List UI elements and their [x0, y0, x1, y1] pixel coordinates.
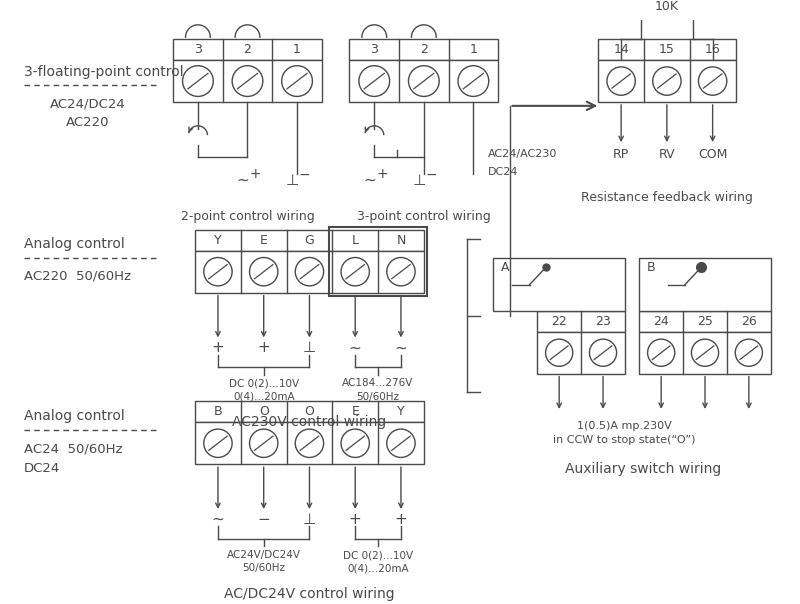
Text: ~: ~ [236, 173, 249, 188]
Text: 3: 3 [370, 43, 378, 56]
Text: E: E [351, 405, 359, 419]
Text: AC24V/DC24V: AC24V/DC24V [226, 550, 301, 560]
Text: Auxiliary switch wiring: Auxiliary switch wiring [565, 462, 721, 476]
Text: −: − [258, 512, 270, 527]
Text: DC24: DC24 [488, 167, 518, 176]
Text: 3: 3 [194, 43, 202, 56]
Text: 22: 22 [551, 315, 567, 328]
Text: 23: 23 [595, 315, 611, 328]
Text: 50/60Hz: 50/60Hz [242, 564, 285, 573]
Text: AC/DC24V control wiring: AC/DC24V control wiring [224, 587, 394, 601]
Text: +: + [258, 341, 270, 355]
Bar [173, 39, 322, 60]
Text: −: − [426, 167, 438, 181]
Bar [538, 311, 625, 332]
Text: E: E [260, 234, 268, 247]
Bar [639, 259, 770, 311]
Text: AC24/DC24: AC24/DC24 [50, 97, 126, 111]
Text: in CCW to stop state(“O”): in CCW to stop state(“O”) [553, 435, 695, 445]
Bar [598, 39, 735, 60]
Bar [350, 39, 498, 60]
Bar [330, 227, 426, 295]
Text: −: − [299, 167, 310, 181]
Bar [641, 0, 693, 17]
Text: +: + [394, 512, 407, 527]
Text: +: + [349, 512, 362, 527]
Bar [195, 251, 424, 293]
Text: N: N [396, 234, 406, 247]
Text: B: B [214, 405, 222, 419]
Text: Y: Y [397, 405, 405, 419]
Text: ⊥: ⊥ [413, 173, 426, 188]
Text: +: + [250, 167, 261, 181]
Text: AC220  50/60Hz: AC220 50/60Hz [23, 269, 130, 282]
Text: 14: 14 [614, 43, 629, 56]
Text: 15: 15 [659, 43, 675, 56]
Text: +: + [376, 167, 388, 181]
Text: AC230V control wiring: AC230V control wiring [232, 416, 386, 429]
Text: 2-point control wiring: 2-point control wiring [181, 210, 314, 223]
Text: AC24  50/60Hz: AC24 50/60Hz [23, 443, 122, 455]
Text: 25: 25 [697, 315, 713, 328]
Text: 0(4)...20mA: 0(4)...20mA [233, 392, 294, 402]
Bar [639, 332, 770, 374]
Text: DC 0(2)...10V: DC 0(2)...10V [229, 379, 298, 388]
Bar [195, 422, 424, 464]
Text: ~: ~ [211, 512, 224, 527]
Bar [195, 230, 424, 251]
Text: 1: 1 [293, 43, 301, 56]
Text: +: + [211, 341, 224, 355]
Text: AC184...276V: AC184...276V [342, 379, 414, 388]
Text: 3-point control wiring: 3-point control wiring [357, 210, 490, 223]
Bar [494, 259, 625, 311]
Text: 50/60Hz: 50/60Hz [357, 392, 399, 402]
Text: ⊥: ⊥ [303, 512, 316, 527]
Text: Analog control: Analog control [23, 237, 124, 251]
Bar [639, 311, 770, 332]
Text: AC24/AC230: AC24/AC230 [488, 149, 557, 159]
Text: RV: RV [658, 148, 675, 161]
Text: L: L [352, 234, 358, 247]
Text: 0(4)...20mA: 0(4)...20mA [347, 564, 409, 573]
Text: 3-floating-point control: 3-floating-point control [23, 65, 183, 80]
Bar [538, 332, 625, 374]
Text: ⊥: ⊥ [303, 341, 316, 355]
Text: COM: COM [698, 148, 727, 161]
Bar [350, 60, 498, 102]
Text: ~: ~ [394, 341, 407, 355]
Text: 2: 2 [420, 43, 428, 56]
Text: DC 0(2)...10V: DC 0(2)...10V [343, 550, 413, 560]
Bar [173, 60, 322, 102]
Text: 1: 1 [470, 43, 478, 56]
Text: 16: 16 [705, 43, 721, 56]
Text: RP: RP [613, 148, 630, 161]
Text: ~: ~ [363, 173, 376, 188]
Text: 26: 26 [741, 315, 757, 328]
Text: Y: Y [214, 234, 222, 247]
Text: O: O [305, 405, 314, 419]
Text: O: O [258, 405, 269, 419]
Text: B: B [647, 262, 655, 274]
Text: ⊥: ⊥ [286, 173, 299, 188]
Text: 24: 24 [654, 315, 669, 328]
Text: Resistance feedback wiring: Resistance feedback wiring [581, 191, 753, 204]
Bar [195, 401, 424, 422]
Text: AC220: AC220 [66, 117, 109, 129]
Text: 10K: 10K [655, 0, 679, 13]
Bar [598, 60, 735, 102]
Text: DC24: DC24 [23, 461, 60, 475]
Text: ~: ~ [349, 341, 362, 355]
Text: G: G [305, 234, 314, 247]
Text: A: A [501, 262, 510, 274]
Text: 1(0.5)A mp.230V: 1(0.5)A mp.230V [577, 421, 671, 431]
Text: 2: 2 [243, 43, 251, 56]
Text: Analog control: Analog control [23, 409, 124, 423]
